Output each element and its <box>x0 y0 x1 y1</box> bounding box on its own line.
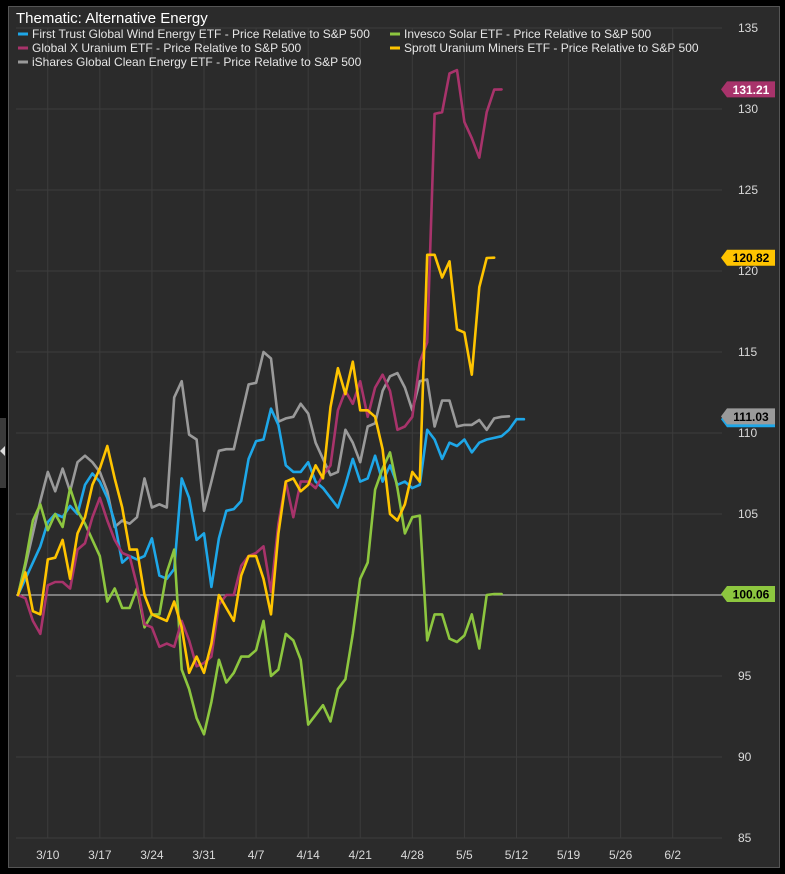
panel-collapse-handle[interactable] <box>0 418 6 488</box>
chart-title: Thematic: Alternative Energy <box>16 10 208 27</box>
x-tick-label: 3/31 <box>192 848 216 862</box>
y-tick-label: 125 <box>738 183 758 197</box>
legend-label: Global X Uranium ETF - Price Relative to… <box>32 41 302 55</box>
last-value-label: 131.21 <box>733 83 770 97</box>
last-value-badge: 100.06 <box>721 586 775 603</box>
x-tick-label: 5/12 <box>505 848 529 862</box>
y-tick-label: 135 <box>738 21 758 35</box>
last-value-label: 120.82 <box>733 251 770 265</box>
x-tick-label: 3/17 <box>88 848 112 862</box>
legend-label: Sprott Uranium Miners ETF - Price Relati… <box>404 41 699 55</box>
y-tick-label: 105 <box>738 507 758 521</box>
legend: First Trust Global Wind Energy ETF - Pri… <box>18 27 699 69</box>
legend-label: Invesco Solar ETF - Price Relative to S&… <box>404 27 652 41</box>
y-tick-label: 85 <box>738 831 752 845</box>
series-line <box>16 68 503 668</box>
last-value-label: 111.03 <box>733 410 769 424</box>
y-tick-label: 95 <box>738 669 752 683</box>
x-tick-label: 5/26 <box>609 848 633 862</box>
legend-label: iShares Global Clean Energy ETF - Price … <box>32 55 362 69</box>
plot-panel <box>8 6 780 868</box>
x-tick-label: 3/24 <box>140 848 164 862</box>
series-line <box>16 350 511 597</box>
legend-item: First Trust Global Wind Energy ETF - Pri… <box>18 27 370 41</box>
x-tick-label: 5/5 <box>456 848 473 862</box>
legend-item: Sprott Uranium Miners ETF - Price Relati… <box>390 41 699 55</box>
legend-item: Invesco Solar ETF - Price Relative to S&… <box>390 27 652 41</box>
x-tick-label: 6/2 <box>664 848 681 862</box>
legend-item: Global X Uranium ETF - Price Relative to… <box>18 41 302 55</box>
series-layer <box>16 68 526 736</box>
last-value-badge: 131.21 <box>721 81 775 98</box>
x-tick-label: 4/21 <box>349 848 373 862</box>
series-line <box>16 451 503 736</box>
y-axis-ticks: 859095100105110115120125130135 <box>738 21 758 845</box>
y-tick-label: 115 <box>738 345 757 359</box>
x-tick-label: 4/7 <box>248 848 265 862</box>
last-value-badge: 120.82 <box>721 249 775 266</box>
y-tick-label: 110 <box>738 426 757 440</box>
x-axis-ticks: 3/10 3/17 3/24 3/31 4/7 4/14 4/21 4/28 5/5 5/12 5/… <box>36 848 681 862</box>
chevron-left-icon <box>0 446 5 456</box>
y-tick-label: 120 <box>738 264 758 278</box>
x-tick-label: 4/14 <box>296 848 320 862</box>
series-line <box>16 407 526 597</box>
y-tick-label: 90 <box>738 750 752 764</box>
last-value-badge: 111.03 <box>721 408 775 425</box>
grid-layer <box>16 27 722 839</box>
x-tick-label: 5/19 <box>557 848 581 862</box>
legend-item: iShares Global Clean Energy ETF - Price … <box>18 55 362 69</box>
legend-label: First Trust Global Wind Energy ETF - Pri… <box>32 27 370 41</box>
y-tick-label: 130 <box>738 102 758 116</box>
series-line <box>16 253 496 675</box>
last-value-label: 100.06 <box>733 588 770 602</box>
x-tick-label: 4/28 <box>401 848 425 862</box>
x-tick-label: 3/10 <box>36 848 60 862</box>
